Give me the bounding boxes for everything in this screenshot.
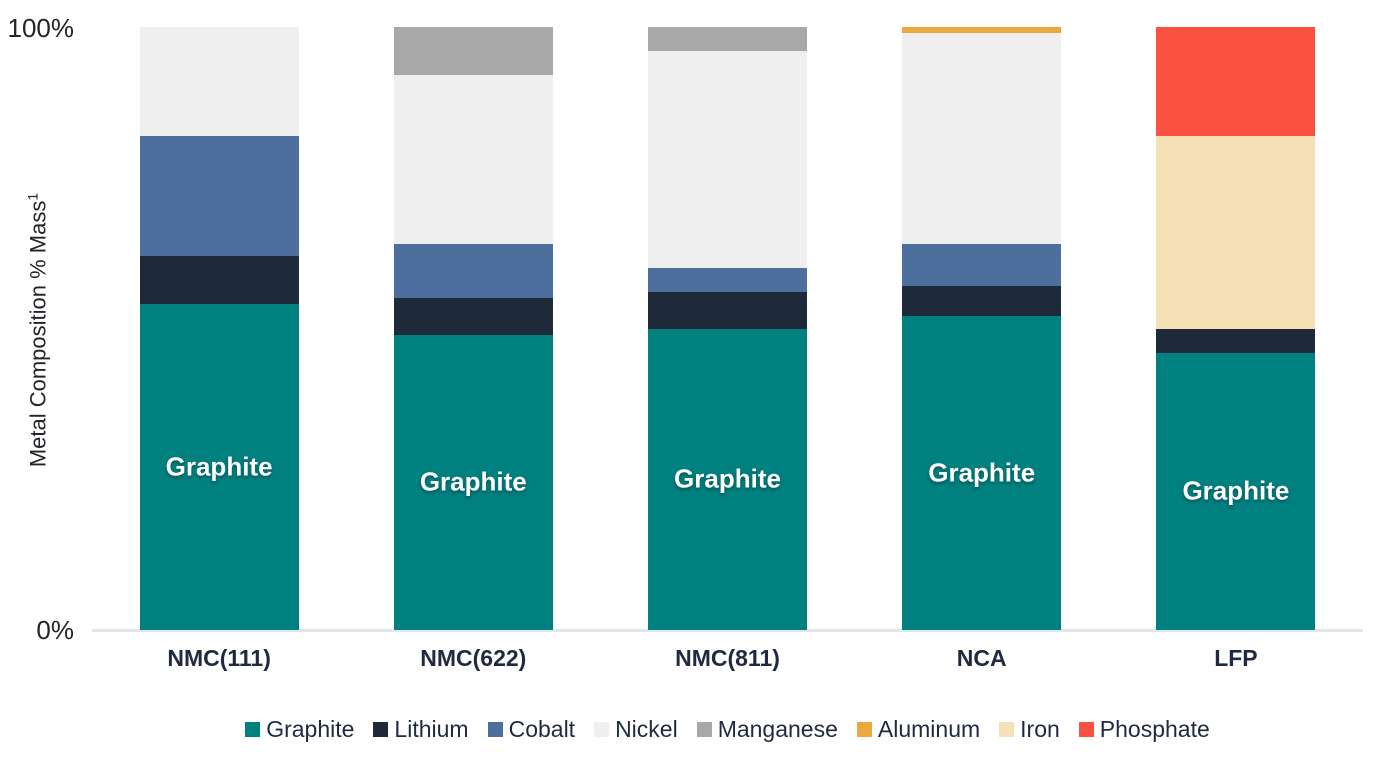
segment-iron-lfp — [1156, 135, 1316, 329]
bar-slot-nmc-622: Graphite — [346, 27, 600, 630]
bar-slot-nmc-811: Graphite — [600, 27, 854, 630]
segment-graphite-lfp: Graphite — [1156, 352, 1316, 630]
bar-nca: Graphite — [902, 27, 1062, 630]
segment-nickel-nmc-111 — [139, 27, 299, 136]
legend-item-phosphate: Phosphate — [1078, 716, 1210, 743]
y-tick-0: 0% — [36, 615, 74, 645]
legend-swatch-nickel — [594, 722, 610, 737]
bar-lfp: Graphite — [1156, 27, 1316, 630]
legend-label-iron: Iron — [1020, 716, 1060, 742]
bar-nmc-811: Graphite — [648, 27, 807, 630]
bar-inner-label-lfp: Graphite — [1182, 475, 1290, 506]
x-axis-baseline — [92, 629, 1363, 632]
y-axis-title-superscript: 1 — [24, 192, 41, 201]
legend-label-nickel: Nickel — [615, 716, 678, 742]
segment-lithium-nca — [902, 286, 1062, 317]
segment-graphite-nmc-622: Graphite — [393, 334, 553, 630]
segment-cobalt-nmc-622 — [393, 244, 553, 299]
legend-label-manganese: Manganese — [717, 716, 838, 742]
x-axis-label-nmc-811: NMC(811) — [675, 645, 780, 671]
bar-slot-nmc-111: Graphite — [92, 27, 346, 630]
legend-swatch-phosphate — [1078, 722, 1094, 737]
segment-nickel-nmc-622 — [393, 75, 553, 245]
segment-aluminum-nca — [902, 27, 1062, 34]
segment-lithium-nmc-622 — [393, 298, 553, 335]
x-axis-label-lfp: LFP — [1214, 645, 1258, 671]
legend-label-phosphate: Phosphate — [1099, 716, 1210, 742]
legend-swatch-lithium — [373, 722, 389, 737]
x-axis-labels: NMC(111) NMC(622) NMC(811) NCA LFP — [92, 645, 1363, 672]
segment-graphite-nca: Graphite — [902, 316, 1062, 630]
segment-nickel-nmc-811 — [648, 51, 807, 269]
bar-nmc-622: Graphite — [393, 27, 553, 630]
bar-slot-nca: Graphite — [855, 27, 1109, 630]
segment-lithium-nmc-811 — [648, 292, 807, 329]
segment-phosphate-lfp — [1156, 27, 1316, 136]
y-axis-title: Metal Composition % Mass1 — [24, 193, 51, 467]
bar-inner-label-nmc-622: Graphite — [419, 466, 527, 497]
segment-graphite-nmc-111: Graphite — [139, 304, 299, 630]
segment-manganese-nmc-811 — [648, 27, 807, 52]
segment-lithium-nmc-111 — [139, 256, 299, 305]
x-axis-label-nca: NCA — [956, 645, 1007, 671]
legend-label-aluminum: Aluminum — [877, 716, 981, 742]
legend-label-lithium: Lithium — [394, 716, 469, 742]
bar-inner-label-nmc-811: Graphite — [674, 463, 781, 494]
x-axis-label-nmc-622: NMC(622) — [420, 645, 527, 671]
segment-nickel-nca — [902, 33, 1062, 245]
segment-cobalt-nmc-111 — [139, 135, 299, 257]
legend-item-manganese: Manganese — [696, 716, 838, 743]
legend-swatch-graphite — [245, 722, 261, 737]
legend-item-nickel: Nickel — [594, 716, 678, 743]
segment-cobalt-nmc-811 — [648, 268, 807, 293]
legend-item-lithium: Lithium — [373, 716, 469, 743]
y-tick-100: 100% — [7, 13, 75, 43]
segment-graphite-nmc-811: Graphite — [648, 328, 807, 630]
legend-item-cobalt: Cobalt — [487, 716, 576, 743]
legend-label-graphite: Graphite — [266, 716, 355, 742]
legend-swatch-cobalt — [487, 722, 503, 737]
legend-label-cobalt: Cobalt — [508, 716, 576, 742]
legend-item-graphite: Graphite — [245, 716, 354, 743]
segment-lithium-lfp — [1156, 328, 1316, 353]
segment-manganese-nmc-622 — [393, 27, 553, 76]
bar-inner-label-nca: Graphite — [928, 457, 1036, 488]
plot-area: Graphite Graphite Graphite Graphite Graphite — [92, 27, 1363, 632]
legend-swatch-iron — [999, 722, 1015, 737]
legend-item-iron: Iron — [999, 716, 1060, 743]
x-axis-label-nmc-111: NMC(111) — [167, 645, 271, 671]
bar-slot-lfp: Graphite — [1109, 27, 1363, 630]
bar-inner-label-nmc-111: Graphite — [165, 451, 273, 482]
segment-cobalt-nca — [902, 244, 1062, 287]
bar-nmc-111: Graphite — [139, 27, 299, 630]
y-axis-title-text: Metal Composition % Mass — [25, 200, 51, 468]
legend: Graphite Lithium Cobalt Nickel Manganese Alum… — [92, 716, 1363, 743]
legend-item-aluminum: Aluminum — [856, 716, 981, 743]
legend-swatch-aluminum — [856, 722, 872, 737]
bars: Graphite Graphite Graphite Graphite Graphite — [92, 27, 1363, 630]
legend-swatch-manganese — [696, 722, 712, 737]
